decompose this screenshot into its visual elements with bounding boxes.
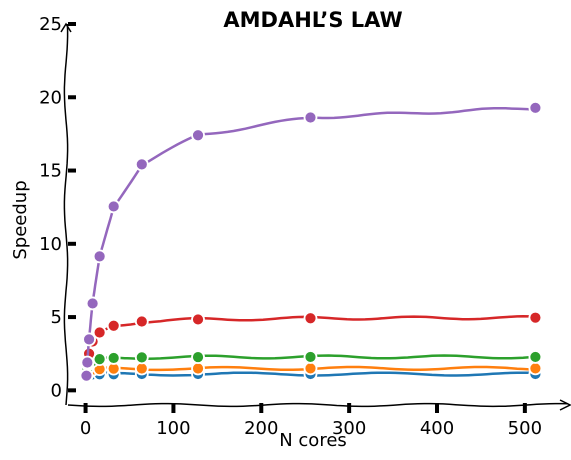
data-point xyxy=(106,318,121,333)
data-point xyxy=(92,352,107,367)
y-tick-label: 0 xyxy=(51,380,62,401)
data-point xyxy=(106,199,121,214)
data-point xyxy=(528,100,543,115)
data-point xyxy=(191,312,205,327)
data-point xyxy=(80,355,95,370)
data-point xyxy=(303,350,318,364)
series-line xyxy=(85,354,537,377)
x-tick-label: 500 xyxy=(508,418,542,439)
data-point xyxy=(528,361,543,376)
data-point xyxy=(191,361,205,376)
x-tick-label: 0 xyxy=(80,418,91,439)
x-axis-label: N cores xyxy=(279,430,347,451)
y-axis-line xyxy=(63,23,69,406)
x-tick-label: 100 xyxy=(156,418,190,439)
y-tick-label: 10 xyxy=(39,234,62,255)
y-tick-label: 25 xyxy=(39,14,62,35)
series-5 xyxy=(79,100,543,383)
series-3 xyxy=(79,350,543,383)
y-tick-label: 20 xyxy=(39,87,62,108)
data-point xyxy=(191,350,205,364)
x-tick-label: 300 xyxy=(332,418,366,439)
data-point xyxy=(79,368,94,383)
data-point xyxy=(134,361,149,376)
data-point xyxy=(134,350,149,365)
series-layer xyxy=(79,100,543,383)
x-axis-line xyxy=(67,402,569,408)
series-line xyxy=(85,365,537,377)
series-line xyxy=(85,106,537,377)
data-point xyxy=(85,296,100,311)
data-point xyxy=(92,325,107,340)
data-point xyxy=(92,249,107,264)
data-point xyxy=(82,332,96,347)
data-point xyxy=(303,361,318,376)
y-tick-label: 5 xyxy=(51,307,62,328)
data-point xyxy=(134,157,149,172)
data-point xyxy=(528,350,543,364)
series-line xyxy=(85,315,537,377)
y-axis-arrow xyxy=(60,22,72,33)
data-point xyxy=(191,128,205,143)
data-point xyxy=(106,351,121,365)
series-line xyxy=(85,371,537,377)
x-tick-label: 200 xyxy=(244,418,278,439)
x-axis-arrow xyxy=(559,399,571,411)
chart-title: AMDAHL’S LAW xyxy=(223,8,402,32)
series-4 xyxy=(79,310,543,383)
data-point xyxy=(528,310,543,325)
data-point xyxy=(303,311,318,326)
data-point xyxy=(303,110,318,125)
axes: 0 5 10 15 20 25 0 100 200 300 400 500 xyxy=(39,14,571,439)
y-tick-label: 15 xyxy=(39,161,62,182)
y-axis-label: Speedup xyxy=(10,180,31,259)
data-point xyxy=(134,314,149,329)
x-tick-label: 400 xyxy=(420,418,454,439)
